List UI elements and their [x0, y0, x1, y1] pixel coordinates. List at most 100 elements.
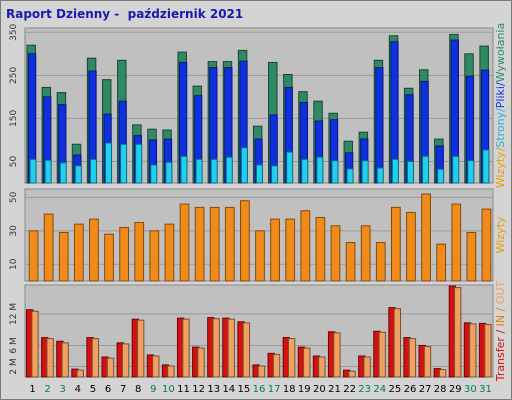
bar-middle-17	[270, 218, 280, 282]
y-tick-label-bottom: 12 M	[9, 303, 19, 325]
bar-bottom-out-6	[106, 357, 115, 378]
x-tick-label-25: 25	[389, 384, 402, 395]
bar-bottom-out-1	[31, 310, 39, 378]
bar-top-s2-21	[331, 160, 339, 184]
bar-bottom-out-4	[76, 369, 84, 378]
bar-middle-10	[164, 223, 175, 282]
bar-middle-2	[43, 213, 54, 282]
bar-middle-16	[255, 230, 265, 282]
y-tick-label-middle: 30	[9, 225, 19, 237]
bar-top-s2-10	[165, 161, 173, 184]
y-tick-label-top: 50	[9, 155, 19, 167]
bar-top-s2-31	[482, 149, 490, 184]
bar-middle-13	[209, 206, 220, 282]
bar-bottom-out-3	[61, 342, 69, 378]
y-tick-label-bottom: 6 M	[9, 337, 19, 353]
bar-middle-11	[179, 203, 190, 282]
x-tick-label-1: 1	[29, 384, 35, 395]
bar-bottom-out-7	[121, 343, 130, 378]
bar-bottom-out-12	[197, 347, 205, 378]
bar-bottom-out-26	[408, 338, 417, 378]
bar-middle-1	[28, 230, 39, 282]
bar-bottom-out-15	[242, 322, 251, 378]
bar-bottom-out-17	[272, 353, 281, 378]
bar-middle-23	[360, 225, 371, 282]
bar-bottom-out-5	[91, 338, 100, 378]
bar-top-s2-17	[271, 165, 279, 184]
y-tick-label-top: 250	[9, 67, 19, 84]
x-tick-label-12: 12	[192, 384, 205, 395]
bar-bottom-out-21	[333, 332, 341, 378]
bar-middle-3	[58, 231, 69, 282]
bar-middle-6	[104, 233, 114, 282]
bar-top-s2-6	[104, 142, 113, 184]
bar-top-s2-11	[180, 155, 188, 184]
bar-top-s2-5	[89, 158, 97, 184]
y-axis-label-middle: Wizyty	[494, 216, 507, 253]
bar-bottom-out-19	[303, 347, 311, 378]
bar-middle-18	[285, 218, 296, 282]
x-tick-label-27: 27	[419, 384, 432, 395]
bar-top-s2-9	[150, 164, 158, 184]
bar-middle-9	[149, 230, 160, 282]
x-tick-label-29: 29	[449, 384, 462, 395]
bar-top-s1-24	[375, 67, 384, 184]
page-title: Raport Dzienny - październik 2021	[6, 7, 244, 21]
bar-middle-20	[315, 216, 326, 282]
bar-top-s2-15	[240, 147, 248, 184]
bar-middle-29	[451, 203, 462, 282]
x-tick-label-17: 17	[268, 384, 281, 395]
bar-top-s2-2	[44, 159, 52, 184]
x-tick-label-9: 9	[150, 384, 156, 395]
bar-bottom-out-22	[348, 370, 356, 378]
y-tick-label-bottom: 2 M	[9, 358, 19, 374]
bar-bottom-out-23	[363, 356, 371, 378]
x-tick-label-13: 13	[207, 384, 220, 395]
bar-bottom-out-24	[378, 331, 386, 378]
bar-bottom-out-28	[438, 369, 447, 378]
bar-middle-26	[406, 211, 416, 282]
x-tick-label-24: 24	[373, 384, 386, 395]
bar-bottom-out-29	[454, 287, 462, 378]
bar-middle-5	[89, 218, 99, 282]
bar-top-s2-26	[406, 160, 414, 184]
bar-middle-8	[134, 221, 145, 282]
bar-middle-22	[345, 242, 356, 282]
bar-middle-15	[240, 200, 250, 282]
bar-top-s2-13	[210, 158, 218, 184]
bar-top-s2-16	[255, 164, 263, 184]
bar-bottom-out-11	[182, 318, 190, 378]
bar-bottom-out-8	[137, 319, 145, 378]
bar-bottom-out-2	[46, 338, 54, 378]
bar-bottom-out-16	[257, 365, 266, 378]
bar-middle-28	[436, 243, 447, 282]
x-tick-label-3: 3	[60, 384, 66, 395]
bar-top-s2-8	[135, 143, 143, 184]
bar-middle-21	[330, 225, 341, 282]
bar-top-s2-19	[301, 158, 309, 184]
bar-top-s2-7	[120, 143, 128, 184]
bar-middle-24	[375, 242, 386, 282]
bar-top-s2-24	[376, 167, 384, 184]
bar-top-s2-30	[467, 160, 475, 184]
x-tick-label-10: 10	[162, 384, 175, 395]
x-tick-label-11: 11	[177, 384, 190, 395]
bar-middle-27	[421, 193, 431, 282]
x-tick-label-15: 15	[238, 384, 251, 395]
bar-bottom-out-27	[423, 346, 432, 378]
x-tick-label-5: 5	[90, 384, 96, 395]
y-tick-label-top: 350	[9, 23, 19, 40]
x-tick-label-8: 8	[135, 384, 141, 395]
bar-bottom-out-30	[469, 323, 477, 378]
x-tick-label-6: 6	[105, 384, 111, 395]
bar-bottom-out-10	[167, 365, 175, 378]
x-tick-label-30: 30	[464, 384, 477, 395]
y-axis-label-top: Wizyty/Strony/Pliki/Wywołania	[494, 23, 507, 188]
y-tick-label-top: 150	[9, 110, 19, 127]
bar-middle-14	[224, 206, 235, 282]
bar-top-s2-4	[74, 165, 82, 184]
bar-top-s2-27	[422, 155, 430, 184]
y-axis-label-bottom: Transfer / IN / OUT	[494, 280, 507, 382]
